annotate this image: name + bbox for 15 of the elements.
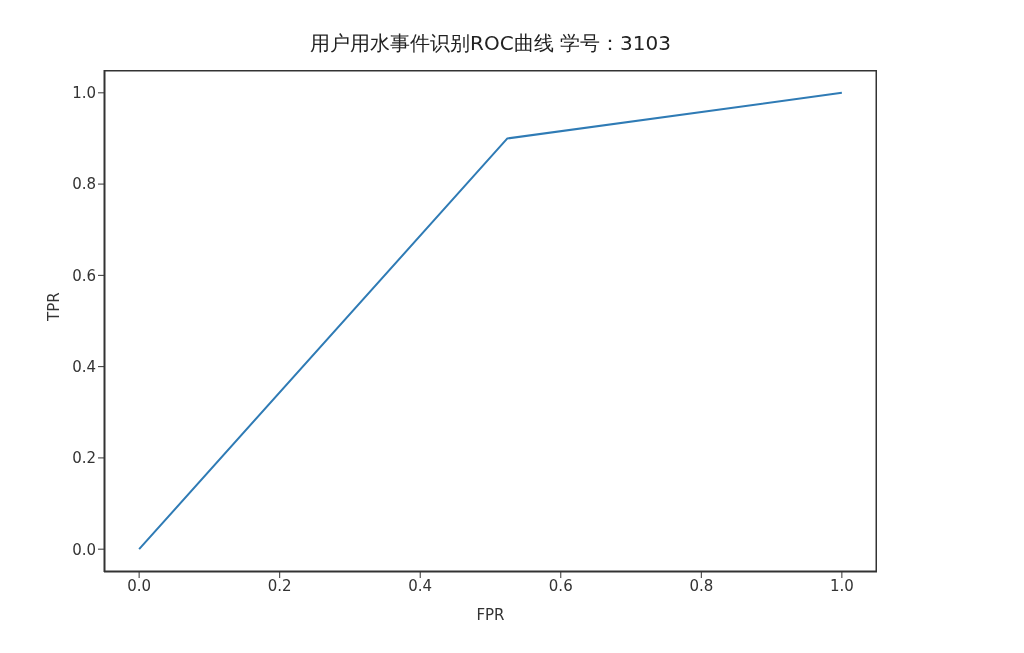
x-tick-label: 0.0 <box>127 576 152 595</box>
y-tick-label: 0.2 <box>72 449 96 468</box>
x-tick-label: 0.4 <box>408 576 433 595</box>
x-tick-label: 0.2 <box>267 576 292 595</box>
y-tick-label: 0.8 <box>72 175 96 194</box>
x-tick-label: 1.0 <box>829 576 854 595</box>
x-axis-title: FPR <box>476 606 505 624</box>
x-tick-label: 0.6 <box>548 576 573 595</box>
y-tick-label: 0.4 <box>72 357 96 376</box>
y-tick-label: 0.6 <box>72 266 96 285</box>
x-tick-label: 0.8 <box>689 576 714 595</box>
y-tick-label: 0.0 <box>72 540 96 559</box>
y-axis-title: TPR <box>45 292 64 322</box>
y-tick-label: 1.0 <box>72 84 96 103</box>
chart-title: 用户用水事件识别ROC曲线 学号：3103 <box>309 30 672 57</box>
